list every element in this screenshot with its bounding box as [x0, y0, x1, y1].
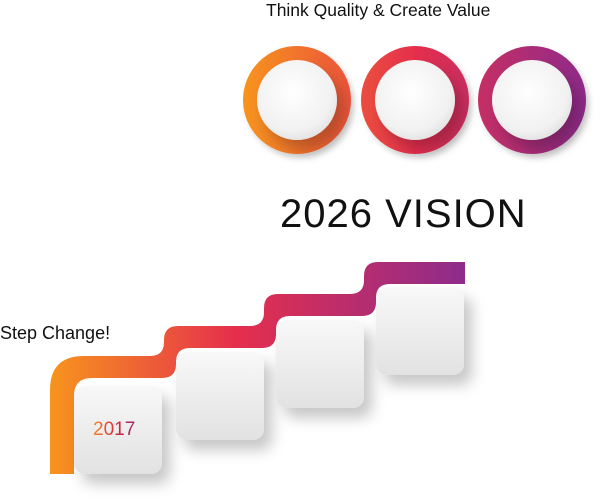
step-card-2 [176, 352, 264, 440]
step-change-label: Step Change! [0, 323, 111, 343]
ring-3-disc [492, 60, 572, 140]
staircase-ribbon [50, 262, 465, 474]
rings-group [243, 46, 586, 154]
step-card-3 [276, 320, 364, 408]
tagline: Think Quality & Create Value [266, 0, 491, 20]
ring-1-disc [257, 60, 337, 140]
ring-2-disc [375, 60, 455, 140]
step-card-4 [376, 287, 464, 375]
vision-title: 2026 VISION [280, 192, 527, 236]
step-card-1 [74, 386, 162, 474]
step-card-1-year: 2017 [93, 419, 136, 440]
